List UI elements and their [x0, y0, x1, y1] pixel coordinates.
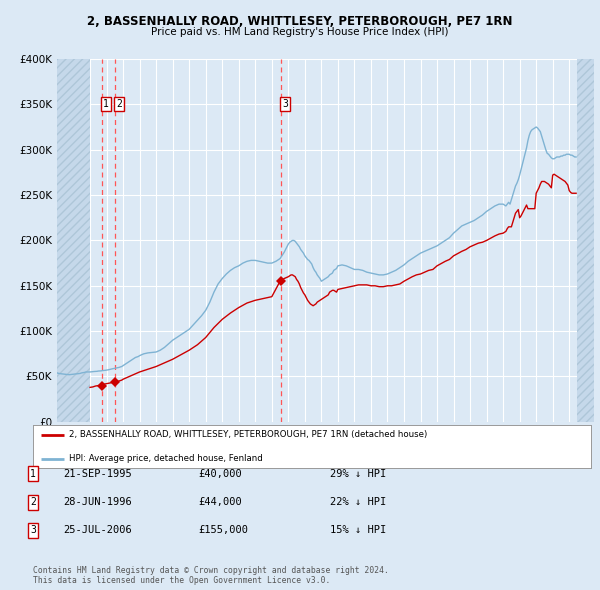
Text: 22% ↓ HPI: 22% ↓ HPI: [330, 497, 386, 507]
Text: 2, BASSENHALLY ROAD, WHITTLESEY, PETERBOROUGH, PE7 1RN: 2, BASSENHALLY ROAD, WHITTLESEY, PETERBO…: [87, 15, 513, 28]
Bar: [57, 59, 90, 422]
Text: £44,000: £44,000: [198, 497, 242, 507]
Text: 2: 2: [116, 99, 122, 109]
Bar: [577, 59, 594, 422]
Text: 2: 2: [30, 497, 36, 507]
Text: Contains HM Land Registry data © Crown copyright and database right 2024.
This d: Contains HM Land Registry data © Crown c…: [33, 566, 389, 585]
Text: 15% ↓ HPI: 15% ↓ HPI: [330, 526, 386, 535]
Text: 3: 3: [283, 99, 288, 109]
Text: 1: 1: [30, 469, 36, 478]
Text: 2, BASSENHALLY ROAD, WHITTLESEY, PETERBOROUGH, PE7 1RN (detached house): 2, BASSENHALLY ROAD, WHITTLESEY, PETERBO…: [69, 430, 428, 439]
Text: £155,000: £155,000: [198, 526, 248, 535]
Text: 25-JUL-2006: 25-JUL-2006: [63, 526, 132, 535]
Text: £40,000: £40,000: [198, 469, 242, 478]
Text: HPI: Average price, detached house, Fenland: HPI: Average price, detached house, Fenl…: [69, 454, 263, 463]
Text: 21-SEP-1995: 21-SEP-1995: [63, 469, 132, 478]
Text: 3: 3: [30, 526, 36, 535]
Text: 1: 1: [103, 99, 109, 109]
Text: 28-JUN-1996: 28-JUN-1996: [63, 497, 132, 507]
Text: 29% ↓ HPI: 29% ↓ HPI: [330, 469, 386, 478]
Text: Price paid vs. HM Land Registry's House Price Index (HPI): Price paid vs. HM Land Registry's House …: [151, 27, 449, 37]
